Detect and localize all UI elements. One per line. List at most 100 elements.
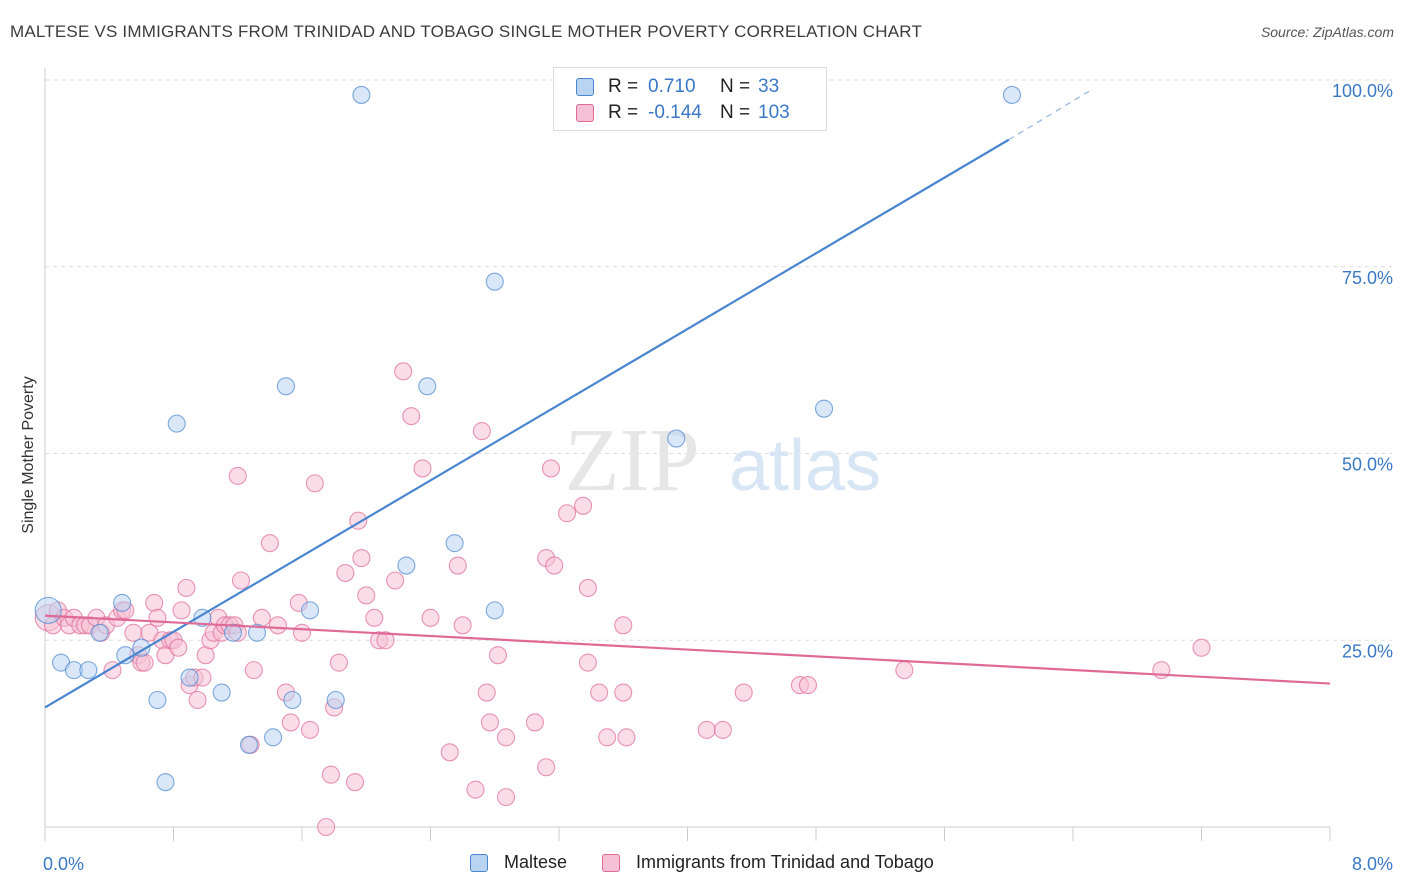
- trinidad-point: [357, 586, 376, 605]
- r-value: -0.144: [648, 102, 702, 123]
- y-tick-label: 50.0%: [1342, 455, 1393, 475]
- maltese-point: [212, 683, 231, 702]
- maltese-point: [814, 399, 834, 418]
- trinidad-point: [578, 653, 597, 672]
- legend-item-trinidad[interactable]: Immigrants from Trinidad and Tobago: [602, 852, 934, 873]
- maltese-trend-line: [44, 138, 1010, 709]
- maltese-point: [445, 534, 464, 553]
- maltese-point: [397, 556, 416, 575]
- trinidad-point: [1152, 661, 1171, 680]
- r-label: R =: [608, 102, 639, 123]
- trinidad-point: [252, 608, 271, 627]
- trend-lines: [44, 90, 1331, 709]
- maltese-swatch: [576, 78, 594, 96]
- legend-item-maltese[interactable]: Maltese: [470, 852, 567, 873]
- trinidad-point: [135, 653, 154, 672]
- trinidad-point: [590, 683, 609, 702]
- trinidad-point: [169, 638, 188, 657]
- trinidad-point: [598, 728, 617, 747]
- trinidad-point: [244, 661, 263, 680]
- maltese-point: [239, 735, 259, 754]
- trinidad-point: [196, 646, 215, 665]
- trinidad-legend-swatch: [602, 853, 620, 872]
- chart-title: MALTESE VS IMMIGRANTS FROM TRINIDAD AND …: [10, 22, 923, 41]
- y-tick-label: 25.0%: [1342, 641, 1393, 661]
- trinidad-point: [472, 422, 491, 441]
- watermark-atlas: atlas: [729, 426, 881, 506]
- maltese-point: [156, 773, 175, 792]
- trinidad-swatch: [576, 104, 594, 122]
- x-tick-label-left: 0.0%: [43, 854, 84, 874]
- trinidad-point: [448, 556, 467, 575]
- n-value: 33: [758, 76, 780, 97]
- trinidad-point: [413, 459, 432, 478]
- maltese-point: [193, 608, 212, 627]
- trinidad-point: [402, 407, 421, 426]
- trinidad-point: [525, 713, 544, 732]
- trinidad-point: [292, 623, 312, 642]
- maltese-point: [418, 377, 437, 396]
- trinidad-point: [329, 653, 348, 672]
- trinidad-point: [895, 661, 914, 680]
- maltese-point: [90, 623, 109, 642]
- trinidad-point: [281, 713, 300, 732]
- trinidad-point: [228, 466, 247, 485]
- correlation-legend: R = 0.710 N = 33 R = -0.144 N = 103: [553, 67, 827, 131]
- maltese-point: [79, 661, 98, 680]
- y-tick-label: 100.0%: [1332, 81, 1393, 101]
- maltese-point: [167, 414, 186, 433]
- trinidad-point: [188, 690, 207, 710]
- trinidad-point: [376, 631, 395, 650]
- maltese-point: [300, 601, 320, 620]
- n-value: 103: [758, 102, 790, 123]
- maltese-point: [180, 668, 199, 687]
- trinidad-point: [440, 743, 459, 762]
- trinidad-point: [231, 571, 251, 590]
- axes: [44, 68, 1331, 841]
- source-label: Source: ZipAtlas.com: [1260, 24, 1394, 40]
- maltese-point: [276, 377, 295, 396]
- maltese-point: [1002, 85, 1022, 104]
- trinidad-point: [145, 593, 164, 612]
- trinidad-point: [1192, 638, 1211, 657]
- trinidad-point: [477, 683, 496, 702]
- trinidad-point: [496, 728, 516, 747]
- trinidad-point: [365, 608, 384, 627]
- trinidad-point: [541, 459, 561, 478]
- trinidad-point: [574, 496, 593, 515]
- maltese-point: [485, 272, 504, 291]
- maltese-point: [113, 593, 132, 612]
- maltese-point: [223, 623, 242, 642]
- n-label: N =: [720, 102, 751, 123]
- series-legend: Maltese Immigrants from Trinidad and Tob…: [0, 852, 1406, 876]
- trinidad-point: [124, 623, 143, 642]
- r-value: 0.710: [648, 76, 696, 97]
- maltese-point: [148, 690, 167, 710]
- trinidad-point: [321, 765, 340, 784]
- maltese-points: [34, 85, 1022, 792]
- watermark-zip: ZIP: [565, 411, 700, 510]
- maltese-point: [352, 85, 371, 104]
- tick-labels: 100.0% 75.0% 50.0% 25.0% 0.0% 8.0%: [43, 81, 1393, 874]
- legend-row-maltese: R = 0.710 N = 33: [576, 75, 779, 99]
- trinidad-point: [537, 758, 556, 777]
- trinidad-point: [545, 556, 564, 575]
- maltese-point: [283, 690, 302, 710]
- maltese-legend-label: Maltese: [504, 852, 568, 872]
- trinidad-point: [336, 563, 355, 583]
- trinidad-point: [345, 773, 365, 792]
- legend-row-trinidad: R = -0.144 N = 103: [576, 101, 790, 125]
- trinidad-point: [496, 788, 516, 807]
- trinidad-point: [317, 817, 336, 837]
- watermark: ZIP atlas: [565, 411, 882, 510]
- trinidad-point: [394, 362, 413, 381]
- maltese-point: [247, 623, 267, 642]
- trinidad-point: [466, 780, 485, 799]
- trinidad-point: [798, 676, 818, 695]
- y-tick-label: 75.0%: [1342, 268, 1393, 288]
- n-label: N =: [720, 76, 751, 97]
- trinidad-point: [734, 683, 753, 702]
- trinidad-point: [557, 504, 577, 523]
- trinidad-point: [617, 728, 636, 747]
